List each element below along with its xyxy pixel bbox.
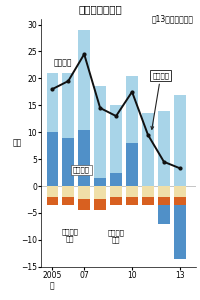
Bar — [126, 143, 138, 186]
Bar — [94, 178, 106, 186]
Bar — [126, 186, 138, 197]
Bar — [142, 186, 154, 200]
Bar — [78, 186, 90, 200]
Bar — [47, 197, 58, 205]
Bar — [158, 186, 170, 224]
Bar — [94, 186, 106, 200]
Bar — [62, 138, 74, 186]
Text: （13年は速報値）: （13年は速報値） — [152, 14, 194, 23]
Text: 所得収支: 所得収支 — [54, 58, 72, 68]
Text: 貿易収支: 貿易収支 — [73, 167, 90, 173]
Bar — [47, 132, 58, 186]
Bar — [62, 73, 74, 138]
Y-axis label: 円兆: 円兆 — [12, 139, 21, 148]
Text: 年: 年 — [50, 282, 55, 291]
Text: 経常収支: 経常収支 — [151, 72, 169, 129]
Bar — [174, 186, 186, 197]
Bar — [126, 197, 138, 205]
Text: 経常収支の推移: 経常収支の推移 — [78, 4, 122, 14]
Bar — [158, 186, 170, 197]
Bar — [47, 73, 58, 132]
Bar — [47, 186, 58, 197]
Bar — [110, 186, 122, 197]
Bar — [78, 30, 90, 130]
Bar — [78, 200, 90, 210]
Bar — [126, 76, 138, 143]
Text: 経常移転
収支: 経常移転 収支 — [108, 229, 125, 243]
Bar — [142, 197, 154, 205]
Bar — [142, 113, 154, 186]
Text: サービス
収支: サービス 収支 — [61, 228, 78, 242]
Bar — [174, 197, 186, 205]
Bar — [94, 200, 106, 210]
Bar — [78, 130, 90, 186]
Bar — [174, 94, 186, 186]
Bar — [62, 197, 74, 205]
Bar — [110, 172, 122, 186]
Bar — [94, 86, 106, 178]
Bar — [174, 186, 186, 259]
Bar — [62, 186, 74, 197]
Bar — [142, 186, 154, 197]
Bar — [110, 197, 122, 205]
Bar — [110, 105, 122, 172]
Bar — [158, 197, 170, 205]
Bar — [158, 111, 170, 186]
